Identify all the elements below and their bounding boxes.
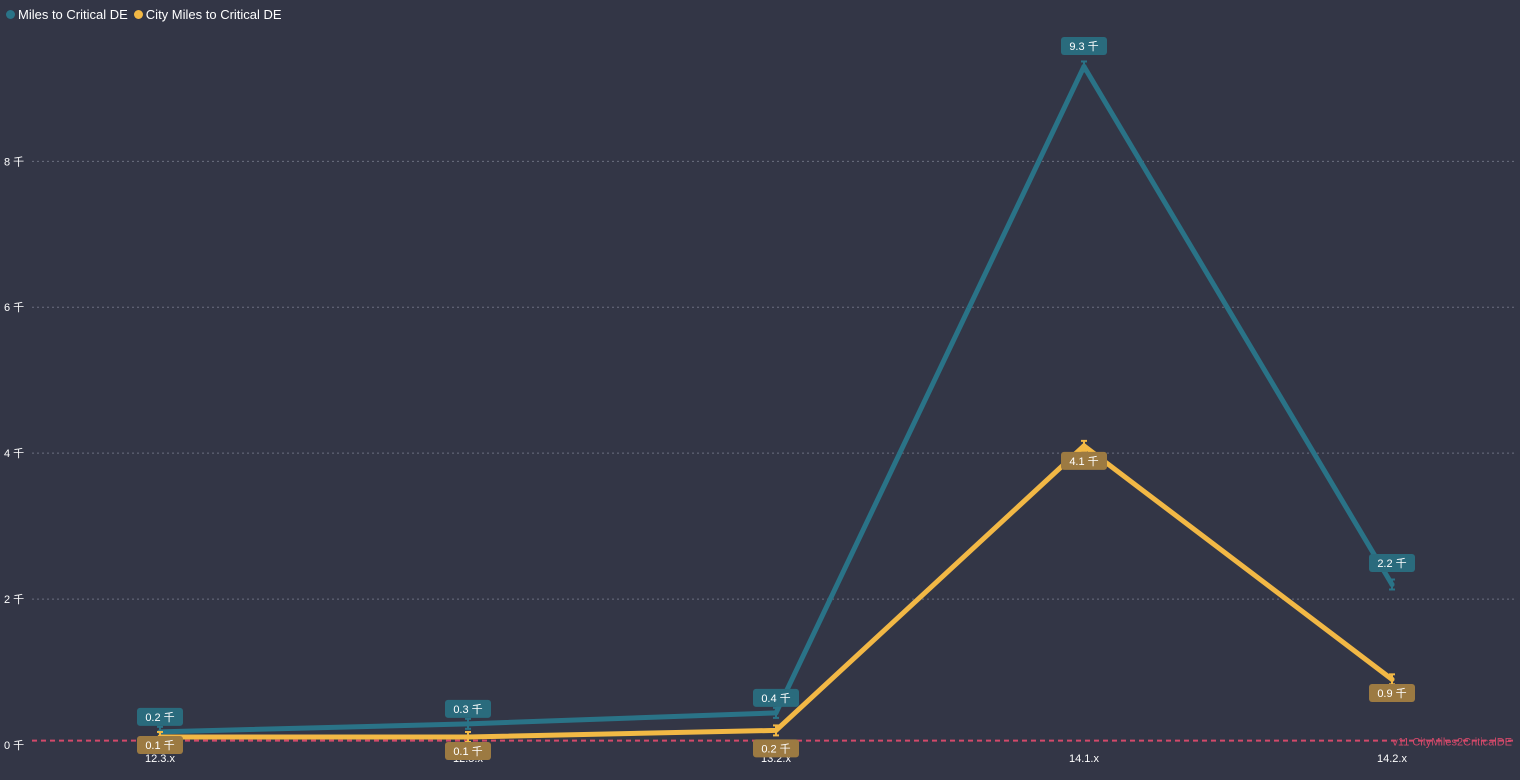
data-label: 0.2 千 (145, 711, 174, 724)
series-line-0[interactable] (157, 63, 1395, 735)
data-label-bg (445, 699, 491, 718)
data-label: 0.9 千 (1377, 687, 1406, 700)
data-point[interactable] (1389, 676, 1395, 682)
legend-item-city-miles[interactable]: City Miles to Critical DE (133, 7, 282, 22)
legend-dot-miles (6, 10, 15, 19)
data-label-bg (753, 739, 799, 758)
data-label-bg (137, 735, 183, 754)
legend-dot-city-miles (133, 10, 143, 19)
data-label: 0.3 千 (453, 703, 482, 716)
data-point[interactable] (1389, 581, 1395, 587)
y-tick-label: 2 千 (4, 593, 24, 606)
reference-line-label: v11 CityMiles2CriticalDE (1392, 737, 1512, 749)
x-tick-label: 14.2.x (1377, 753, 1407, 765)
data-point[interactable] (773, 710, 779, 716)
data-label: 9.3 千 (1069, 40, 1098, 53)
legend-label-miles: Miles to Critical DE (18, 7, 128, 22)
data-label: 0.2 千 (761, 742, 790, 755)
data-label: 4.1 千 (1069, 455, 1098, 468)
data-label-bg (137, 707, 183, 726)
y-tick-label: 0 千 (4, 739, 24, 752)
data-label-bg (1369, 554, 1415, 572)
data-point[interactable] (773, 727, 779, 733)
x-tick-label: 12.3.x (145, 753, 175, 765)
data-point[interactable] (1081, 63, 1087, 69)
data-label-bg (753, 688, 799, 707)
legend-item-miles[interactable]: Miles to Critical DE (6, 7, 128, 22)
y-tick-label: 6 千 (4, 301, 24, 314)
data-point[interactable] (465, 721, 471, 727)
data-label: 0.1 千 (145, 739, 174, 752)
data-point[interactable] (465, 734, 471, 740)
data-label: 0.4 千 (761, 692, 790, 705)
data-point[interactable] (1081, 443, 1087, 449)
data-label-bg (1061, 37, 1107, 55)
legend-label-city-miles: City Miles to Critical DE (145, 7, 282, 22)
y-tick-label: 8 千 (4, 155, 24, 168)
data-label-bg (445, 741, 491, 760)
data-label-bg (1369, 684, 1415, 702)
data-label: 2.2 千 (1377, 557, 1406, 570)
y-tick-label: 4 千 (4, 447, 24, 460)
data-label-bg (1061, 451, 1107, 470)
legend: Miles to Critical DE City Miles to Criti… (6, 7, 282, 22)
x-tick-label: 14.1.x (1069, 753, 1099, 765)
data-label: 0.1 千 (453, 745, 482, 758)
